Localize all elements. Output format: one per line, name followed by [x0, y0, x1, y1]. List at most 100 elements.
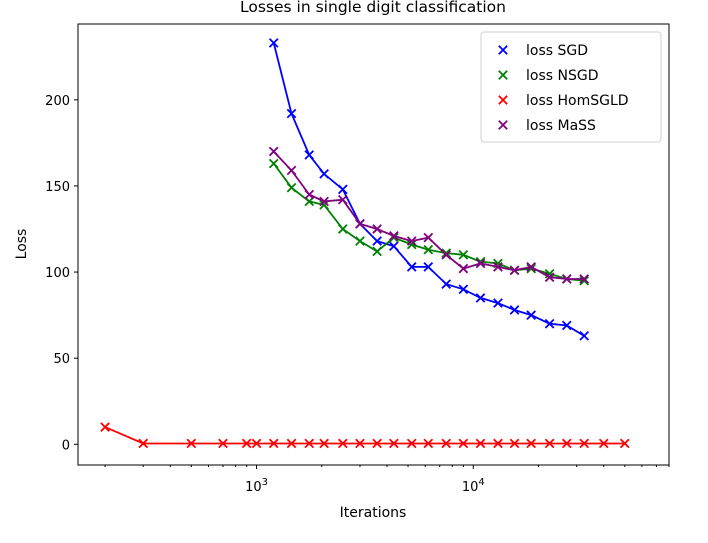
data-point-marker [544, 438, 555, 449]
data-point-marker [579, 330, 590, 341]
data-point-marker [406, 438, 417, 449]
data-point-marker [561, 438, 572, 449]
data-point-marker [304, 189, 315, 200]
data-point-marker [138, 438, 149, 449]
data-point-marker [100, 422, 110, 432]
y-axis-label: Loss [14, 229, 30, 260]
data-point-marker [337, 224, 348, 234]
y-tick-label: 50 [53, 352, 70, 367]
data-point-marker [304, 438, 315, 449]
x-axis-label: Iterations [340, 505, 407, 521]
data-point-marker [372, 438, 382, 449]
data-point-marker [304, 150, 315, 160]
data-point-marker [268, 158, 279, 169]
legend-box [480, 31, 662, 143]
data-point-marker [218, 438, 228, 449]
data-point-marker [186, 438, 197, 449]
data-point-marker [493, 262, 503, 272]
y-tick-label: 150 [45, 180, 70, 195]
data-point-marker [268, 146, 279, 157]
plot-area [77, 23, 670, 466]
data-point-marker [319, 200, 329, 210]
data-point-marker [319, 196, 329, 207]
data-point-marker [355, 218, 365, 229]
data-point-marker [619, 438, 630, 449]
data-point-marker [458, 284, 469, 295]
data-point-marker [458, 438, 469, 449]
data-point-marker [458, 263, 469, 274]
data-point-marker [286, 165, 297, 176]
data-point-marker [579, 275, 590, 286]
x-axis: 103 104 [104, 465, 670, 495]
data-point-marker [337, 194, 348, 205]
data-point-marker [319, 169, 329, 179]
data-point-marker [526, 262, 537, 272]
data-point-marker [423, 244, 434, 255]
data-point-marker [251, 438, 262, 449]
data-point-marker [441, 279, 452, 289]
data-point-marker [475, 293, 486, 303]
y-tick-label: 100 [45, 266, 70, 281]
data-point-marker [423, 438, 434, 449]
data-point-marker [241, 438, 252, 449]
data-point-marker [509, 438, 520, 449]
series-layer [100, 38, 630, 449]
legend-label: loss SGD [526, 43, 588, 59]
data-point-marker [406, 262, 417, 272]
data-point-marker [389, 231, 399, 241]
data-point-marker [458, 249, 469, 260]
data-point-marker [423, 232, 434, 243]
legend-label: loss HomSGLD [526, 93, 629, 109]
data-point-marker [544, 318, 555, 329]
data-point-marker [475, 438, 486, 449]
data-point-marker [337, 184, 348, 195]
data-point-marker [286, 182, 297, 193]
data-point-marker [561, 274, 572, 284]
data-point-marker [493, 438, 503, 449]
data-point-marker [509, 305, 520, 315]
chart-title: Losses in single digit classification [240, 0, 506, 16]
data-point-marker [493, 298, 503, 308]
data-point-marker [389, 438, 399, 449]
data-point-marker [319, 438, 329, 449]
data-point-marker [423, 262, 434, 272]
data-point-marker [544, 272, 555, 283]
data-point-marker [389, 241, 399, 252]
y-axis: 0 50 100 150 200 [45, 94, 78, 453]
data-point-marker [268, 438, 279, 449]
x-tick-label: 103 [245, 477, 268, 495]
data-point-marker [406, 236, 417, 246]
data-point-marker [441, 249, 452, 260]
data-point-marker [268, 38, 279, 48]
legend-label: loss MaSS [526, 118, 596, 134]
legend: loss SGD loss NSGD loss HomSGLD loss MaSS [480, 31, 662, 143]
data-point-marker [561, 320, 572, 331]
data-point-marker [475, 258, 486, 269]
data-point-marker [286, 438, 297, 449]
y-tick-label: 0 [62, 438, 70, 453]
data-point-marker [355, 236, 365, 246]
legend-marker [498, 95, 508, 105]
data-point-marker [509, 265, 520, 276]
legend-marker [498, 45, 508, 55]
legend-label: loss NSGD [526, 68, 598, 84]
data-point-marker [286, 108, 297, 119]
series-line [272, 162, 585, 282]
data-point-marker [337, 438, 348, 449]
data-point-marker [579, 274, 590, 284]
data-point-marker [579, 438, 590, 449]
x-tick-label: 104 [462, 477, 485, 495]
data-point-marker [372, 246, 382, 257]
data-point-marker [372, 224, 382, 234]
data-point-marker [598, 438, 609, 449]
data-point-marker [526, 310, 537, 320]
data-point-marker [406, 239, 417, 250]
legend-marker [498, 120, 508, 130]
data-point-marker [526, 263, 537, 274]
y-tick-label: 200 [45, 94, 70, 109]
data-point-marker [441, 438, 452, 449]
data-point-marker [304, 196, 315, 207]
data-point-marker [355, 438, 365, 449]
legend-marker [498, 70, 508, 80]
